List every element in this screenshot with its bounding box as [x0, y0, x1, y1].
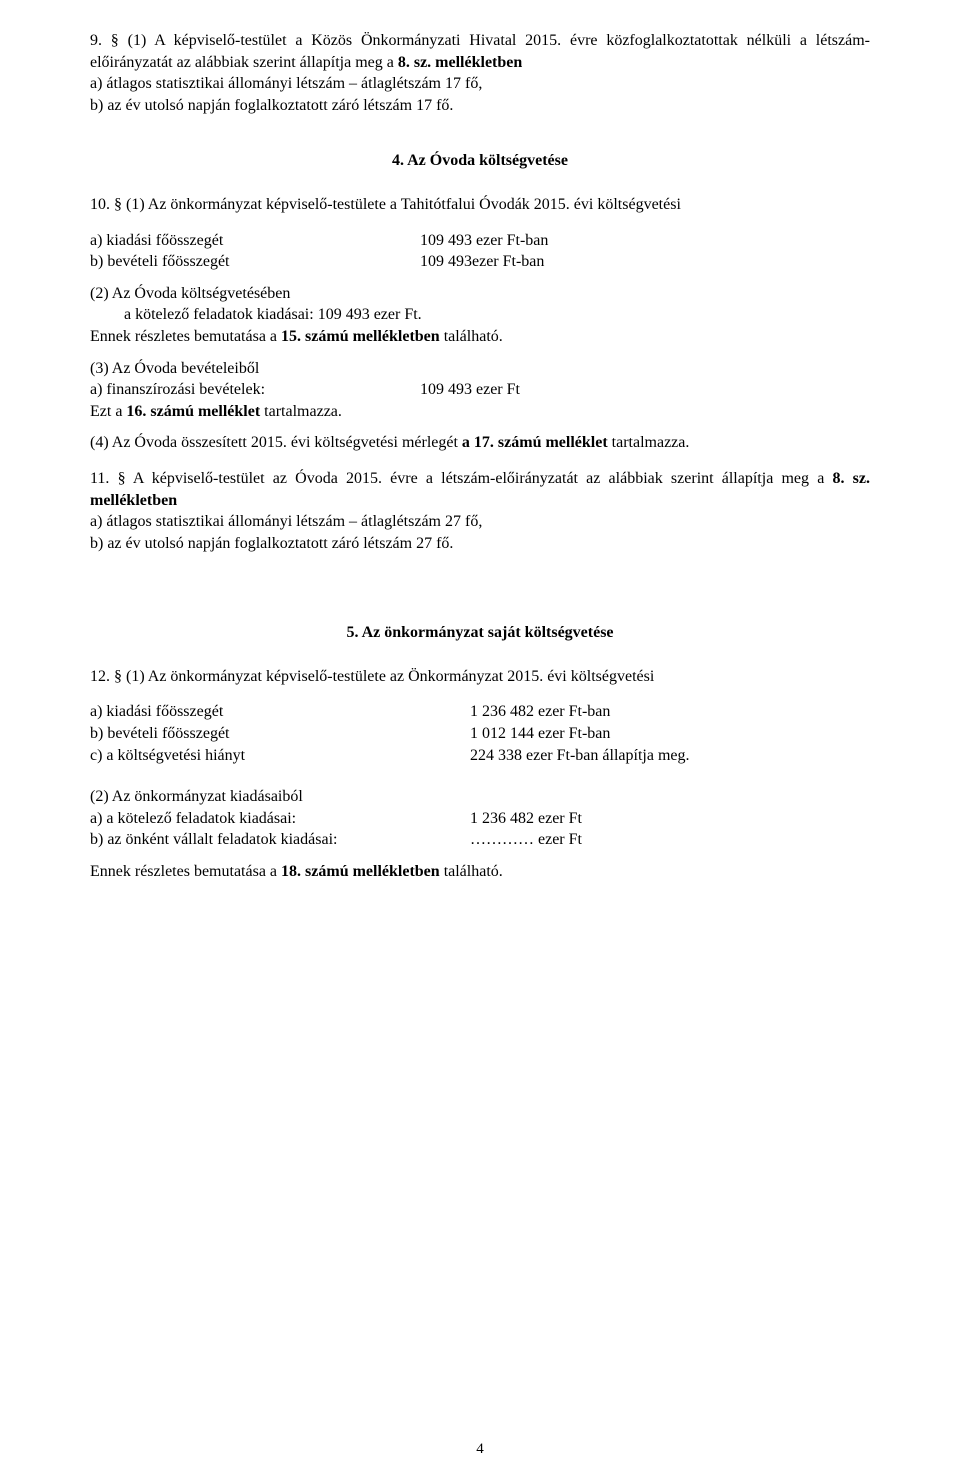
para-12-a-value: 1 236 482 ezer Ft-ban [470, 701, 870, 723]
para-12-2-line1: (2) Az önkormányzat kiadásaiból [90, 786, 870, 808]
section-4-heading: 4. Az Óvoda költségvetése [90, 150, 870, 172]
para-11-a: a) átlagos statisztikai állományi létszá… [90, 511, 870, 533]
para-12-a-label: a) kiadási főösszegét [90, 701, 470, 723]
para-12-tail: Ennek részletes bemutatása a 18. számú m… [90, 861, 870, 883]
para-10-4-b: tartalmazza. [608, 434, 690, 451]
para-12-tail-b: található. [440, 863, 503, 880]
para-12-c-row: c) a költségvetési hiányt 224 338 ezer F… [90, 745, 870, 767]
para-12-intro: 12. § (1) Az önkormányzat képviselő-test… [90, 666, 870, 688]
para-11-intro: 11. § A képviselő-testület az Óvoda 2015… [90, 468, 870, 511]
para-12-2-b-label: b) az önként vállalt feladatok kiadásai: [90, 829, 470, 851]
para-10-2-bold: 15. számú mellékletben [281, 328, 440, 345]
para-11-b: b) az év utolsó napján foglalkoztatott z… [90, 533, 870, 555]
para-9-intro: 9. § (1) A képviselő-testület a Közös Ön… [90, 30, 870, 73]
para-9-a: a) átlagos statisztikai állományi létszá… [90, 73, 870, 95]
section-5-heading: 5. Az önkormányzat saját költségvetése [90, 622, 870, 644]
para-10-3-a-value: 109 493 ezer Ft [420, 379, 870, 401]
para-12-b-label: b) bevételi főösszegét [90, 723, 470, 745]
para-10-a-row: a) kiadási főösszegét 109 493 ezer Ft-ba… [90, 230, 870, 252]
para-12-2-b-row: b) az önként vállalt feladatok kiadásai:… [90, 829, 870, 851]
para-10-3-end: Ezt a 16. számú melléklet tartalmazza. [90, 401, 870, 423]
para-10-intro: 10. § (1) Az önkormányzat képviselő-test… [90, 194, 870, 216]
para-10-b-row: b) bevételi főösszegét 109 493ezer Ft-ba… [90, 251, 870, 273]
para-10-2-tail-b: található. [440, 328, 503, 345]
para-10-3-bold: 16. számú melléklet [126, 403, 260, 420]
para-10-a-value: 109 493 ezer Ft-ban [420, 230, 870, 252]
document-page: 9. § (1) A képviselő-testület a Közös Ön… [0, 0, 960, 1473]
para-12-2-a-label: a) a kötelező feladatok kiadásai: [90, 808, 470, 830]
para-12-b-value: 1 012 144 ezer Ft-ban [470, 723, 870, 745]
para-10-4: (4) Az Óvoda összesített 2015. évi költs… [90, 432, 870, 454]
para-12-b-row: b) bevételi főösszegét 1 012 144 ezer Ft… [90, 723, 870, 745]
para-10-3-a-row: a) finanszírozási bevételek: 109 493 eze… [90, 379, 870, 401]
para-11-lead: 11. § A képviselő-testület az Óvoda 2015… [90, 470, 832, 487]
para-9-bold-ref: 8. sz. mellékletben [398, 54, 522, 71]
para-12-2-a-row: a) a kötelező feladatok kiadásai: 1 236 … [90, 808, 870, 830]
para-10-3-end-a: Ezt a [90, 403, 126, 420]
para-9-b: b) az év utolsó napján foglalkoztatott z… [90, 95, 870, 117]
para-12-2-b-value: ………… ezer Ft [470, 829, 870, 851]
para-12-c-value: 224 338 ezer Ft-ban állapítja meg. [470, 745, 870, 767]
para-10-2-tail: Ennek részletes bemutatása a 15. számú m… [90, 326, 870, 348]
para-12-tail-bold: 18. számú mellékletben [281, 863, 440, 880]
para-10-3-line1: (3) Az Óvoda bevételeiből [90, 358, 870, 380]
para-10-3-end-b: tartalmazza. [260, 403, 342, 420]
para-10-4-bold: a 17. számú melléklet [462, 434, 608, 451]
para-10-b-label: b) bevételi főösszegét [90, 251, 420, 273]
para-10-3-a-label: a) finanszírozási bevételek: [90, 379, 420, 401]
para-10-2-line2: a kötelező feladatok kiadásai: 109 493 e… [124, 304, 870, 326]
page-number: 4 [0, 1439, 960, 1459]
para-10-b-value: 109 493ezer Ft-ban [420, 251, 870, 273]
para-10-2-line1: (2) Az Óvoda költségvetésében [90, 283, 870, 305]
para-12-tail-a: Ennek részletes bemutatása a [90, 863, 281, 880]
para-10-4-a: (4) Az Óvoda összesített 2015. évi költs… [90, 434, 462, 451]
para-12-a-row: a) kiadási főösszegét 1 236 482 ezer Ft-… [90, 701, 870, 723]
para-12-2-a-value: 1 236 482 ezer Ft [470, 808, 870, 830]
para-10-a-label: a) kiadási főösszegét [90, 230, 420, 252]
para-12-c-label: c) a költségvetési hiányt [90, 745, 470, 767]
para-10-2-tail-a: Ennek részletes bemutatása a [90, 328, 281, 345]
